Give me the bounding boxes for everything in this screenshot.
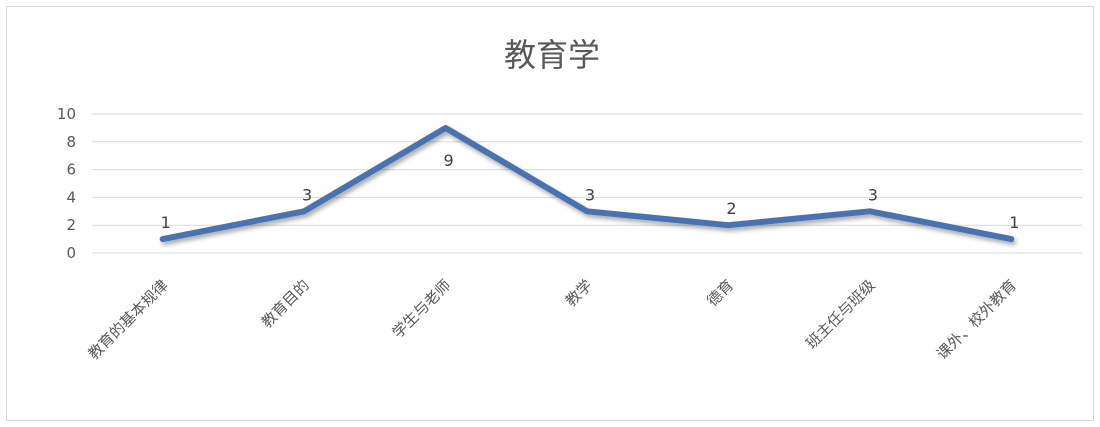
x-category-label: 教育的基本规律	[85, 276, 172, 363]
y-tick-label: 2	[66, 216, 76, 234]
x-category-label: 班主任与班级	[802, 276, 878, 352]
y-tick-label: 10	[57, 105, 76, 123]
data-label: 1	[161, 213, 171, 232]
x-category-label: 教育目的	[258, 276, 313, 331]
chart-title: 教育学	[504, 36, 600, 74]
data-label: 1	[1009, 213, 1019, 232]
y-tick-label: 8	[66, 133, 76, 151]
x-category-label: 学生与老师	[389, 276, 455, 342]
x-category-label: 德育	[703, 276, 737, 310]
data-labels: 1 3 9 3 2 3 1	[161, 151, 1020, 232]
x-category-label: 教学	[562, 276, 596, 310]
y-tick-label: 0	[66, 244, 76, 262]
gridlines	[92, 114, 1082, 253]
y-axis-tick-labels: 0 2 4 6 8 10	[57, 105, 76, 262]
data-label: 3	[585, 185, 595, 204]
x-category-label: 课外、校外教育	[933, 276, 1020, 363]
data-label: 3	[302, 185, 312, 204]
y-tick-label: 4	[66, 188, 76, 206]
series-line	[163, 128, 1012, 239]
data-label: 2	[726, 199, 736, 218]
series-line-layer	[163, 128, 1012, 239]
data-label: 3	[868, 185, 878, 204]
x-axis-category-labels: 教育的基本规律 教育目的 学生与老师 教学 德育 班主任与班级 课外、校外教育	[85, 276, 1021, 363]
y-tick-label: 6	[66, 161, 76, 179]
data-label: 9	[443, 151, 453, 170]
